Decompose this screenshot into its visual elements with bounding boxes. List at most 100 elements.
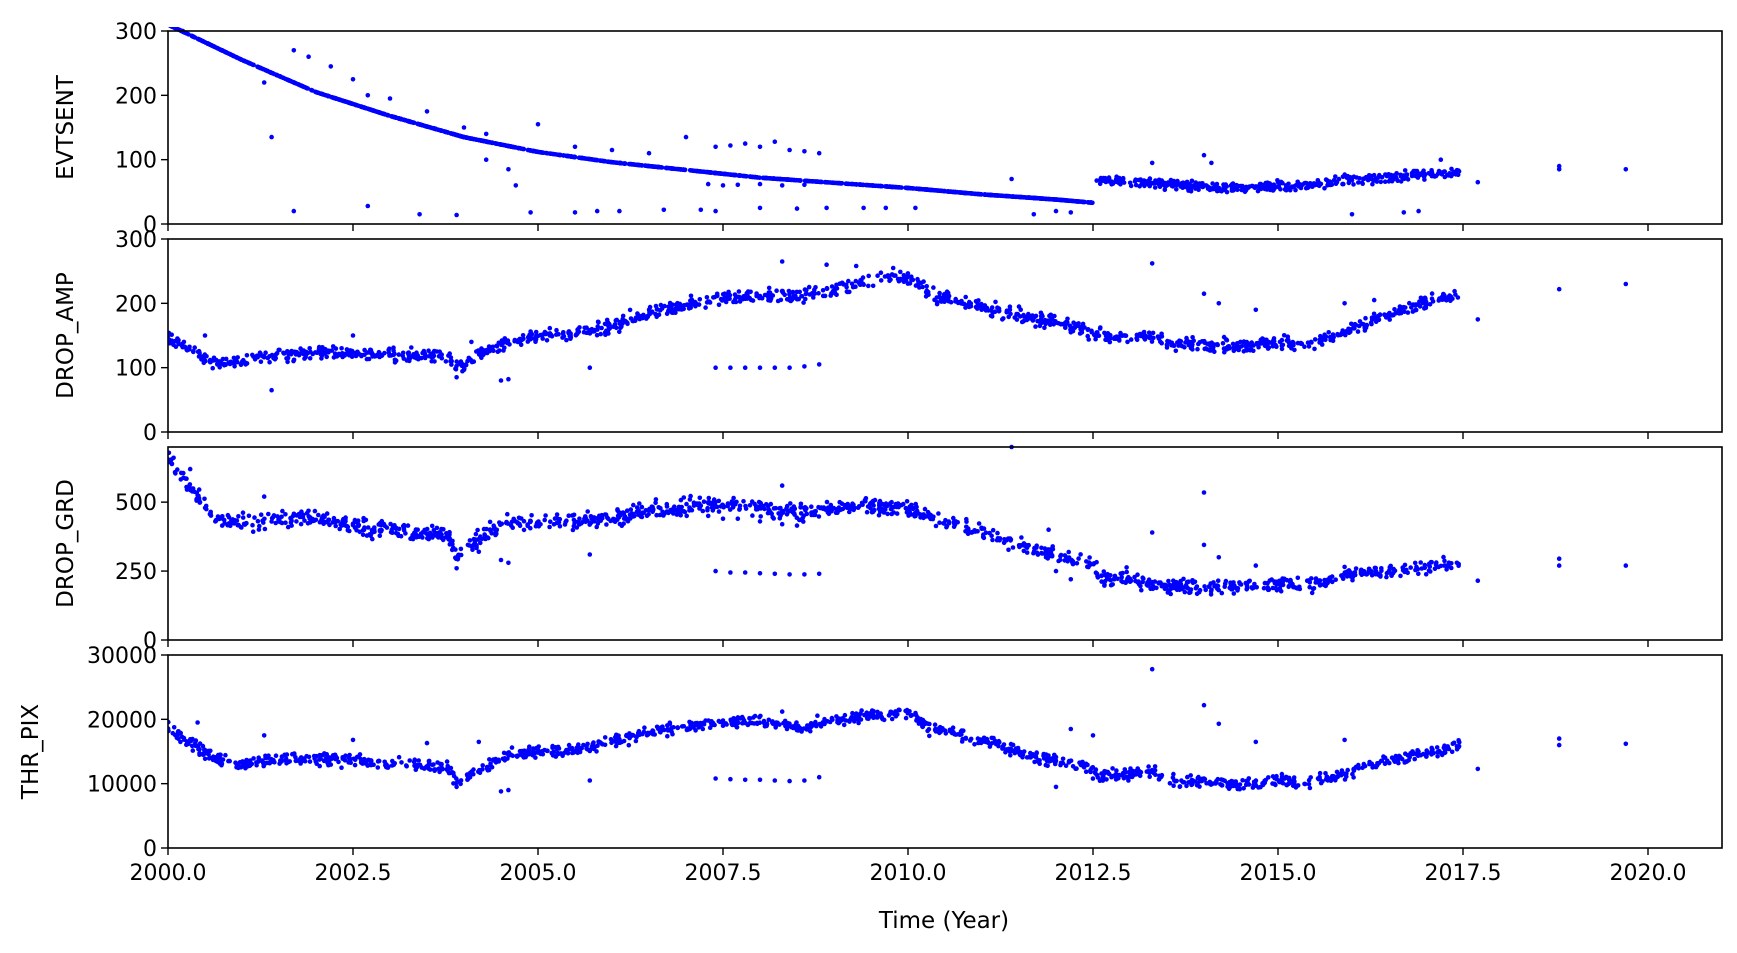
data-point — [1139, 181, 1144, 186]
data-point — [1393, 310, 1398, 316]
data-point — [870, 500, 875, 506]
data-point — [901, 501, 906, 507]
data-point — [581, 329, 587, 335]
data-point — [1167, 583, 1172, 588]
data-point — [556, 331, 561, 337]
data-point — [433, 126, 438, 132]
data-point — [1190, 347, 1195, 352]
data-point — [1377, 312, 1383, 317]
data-point — [1262, 186, 1268, 192]
data-point — [1138, 583, 1143, 589]
data-point — [585, 509, 590, 514]
data-point — [572, 144, 578, 150]
data-point — [283, 520, 288, 525]
data-point — [773, 505, 778, 511]
data-points-thr_pix — [168, 666, 1629, 794]
data-point — [1271, 339, 1277, 344]
data-point — [928, 187, 934, 193]
data-point — [396, 352, 402, 357]
data-point — [757, 571, 763, 576]
data-point — [471, 536, 477, 542]
data-point — [703, 305, 708, 310]
data-point — [613, 318, 619, 323]
data-point — [951, 515, 956, 521]
data-point — [599, 325, 604, 331]
data-point — [1241, 349, 1247, 354]
data-point — [1352, 570, 1358, 575]
data-point — [965, 190, 971, 196]
data-point — [1004, 310, 1009, 315]
data-point — [408, 119, 414, 125]
data-point — [861, 205, 866, 211]
data-point — [1410, 309, 1416, 314]
data-point — [1373, 176, 1378, 182]
data-point — [1140, 575, 1145, 580]
data-point — [1444, 297, 1449, 302]
data-point — [894, 511, 900, 516]
data-point — [924, 284, 929, 289]
y-tick-label: 300 — [115, 228, 157, 253]
data-point — [600, 158, 606, 164]
data-point — [561, 330, 566, 335]
data-point — [1197, 587, 1203, 593]
data-point — [478, 348, 484, 354]
data-point — [757, 144, 763, 150]
data-point — [645, 314, 651, 320]
data-point — [358, 104, 364, 109]
data-point — [716, 302, 722, 308]
data-point — [765, 292, 770, 298]
data-point — [664, 165, 670, 171]
data-point — [1128, 337, 1134, 342]
data-point — [472, 136, 477, 142]
data-point — [893, 273, 898, 278]
data-point — [796, 517, 802, 523]
data-point — [1623, 281, 1629, 287]
data-point — [797, 289, 802, 295]
data-point — [405, 523, 411, 528]
data-point — [235, 355, 240, 360]
data-point — [291, 208, 297, 214]
data-point — [570, 527, 576, 533]
data-point — [1394, 176, 1399, 181]
data-point — [1107, 332, 1112, 338]
data-point — [1400, 174, 1405, 180]
data-point — [1108, 573, 1113, 578]
data-point — [888, 277, 893, 282]
data-point — [720, 292, 726, 297]
data-point — [1149, 261, 1155, 266]
data-point — [252, 515, 257, 520]
data-point — [813, 285, 818, 290]
data-point — [1346, 326, 1351, 332]
data-point — [1216, 587, 1221, 593]
data-point — [388, 521, 393, 527]
data-point — [1101, 569, 1107, 574]
data-point — [1053, 320, 1059, 326]
data-point — [210, 365, 215, 371]
data-point — [1279, 582, 1284, 587]
data-point — [1222, 349, 1227, 355]
data-point — [628, 507, 634, 512]
data-point — [762, 175, 768, 181]
data-point — [816, 571, 822, 577]
data-point — [1202, 338, 1207, 344]
data-point — [833, 510, 839, 515]
data-point — [617, 319, 623, 325]
data-point — [798, 501, 804, 507]
data-point — [1357, 319, 1363, 324]
data-point — [1159, 340, 1164, 346]
data-point — [202, 333, 208, 338]
data-point — [1330, 338, 1336, 344]
data-point — [650, 508, 656, 513]
data-point — [1149, 339, 1155, 344]
data-point — [1220, 187, 1226, 192]
data-point — [617, 329, 622, 335]
data-point — [778, 505, 783, 511]
data-point — [1448, 298, 1453, 304]
data-point — [1291, 184, 1297, 189]
data-point — [465, 542, 471, 548]
data-point — [1295, 575, 1301, 581]
data-point — [1035, 318, 1040, 324]
data-point — [1216, 555, 1222, 560]
data-point — [1163, 184, 1168, 189]
